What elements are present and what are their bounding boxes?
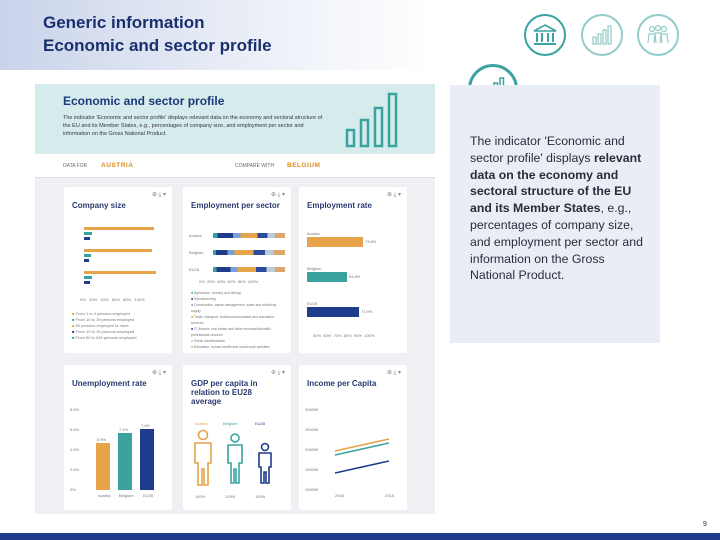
person-icon — [194, 429, 272, 486]
card-title: Company size — [72, 201, 126, 210]
company-size-card: ⊕ ⤓ ▾ Company size 0% 20% 40% 60% 80% 10… — [64, 187, 172, 353]
page-number: 9 — [703, 521, 707, 528]
card-tools[interactable]: ⊕ ⤓ ▾ — [270, 192, 285, 198]
card-tools[interactable]: ⊕ ⤓ ▾ — [386, 192, 401, 198]
card-tools[interactable]: ⊕ ⤓ ▾ — [270, 370, 285, 376]
chart-legend: ■ Agriculture, forestry and fishing ■ Ma… — [191, 291, 277, 349]
card-title: Income per Capita — [307, 379, 377, 388]
compare-with-select[interactable]: BELGIUM — [287, 162, 321, 169]
unemployment-rate-card: ⊕ ⤓ ▾ Unemployment rate 8.0% 6.0% 4.0% 2… — [64, 365, 172, 510]
gdp-per-capita-card: ⊕ ⤓ ▾ GDP per capita in relation to EU28… — [183, 365, 291, 510]
bar-chart-icon — [345, 92, 398, 148]
card-tools[interactable]: ⊕ ⤓ ▾ — [386, 370, 401, 376]
screenshot-title: Economic and sector profile — [63, 94, 225, 108]
x-axis-labels: 0% 20% 40% 60% 80% 100% — [80, 297, 145, 302]
dashboard-screenshot: Economic and sector profile The indicato… — [35, 84, 435, 514]
people-group-icon — [637, 14, 679, 56]
bar-chart-icon — [581, 14, 623, 56]
card-title: Employment per sector — [191, 201, 280, 210]
income-line-chart — [334, 438, 390, 474]
card-tools[interactable]: ⊕ ⤓ ▾ — [151, 192, 166, 198]
footer-bar — [0, 533, 720, 540]
slide-title: Generic information — [43, 13, 205, 32]
card-title: GDP per capita in relation to EU28 avera… — [191, 379, 258, 406]
slide-subtitle: Economic and sector profile — [43, 36, 272, 55]
chart-legend: ■ From 1 to 4 persons employed ■ From 10… — [72, 311, 137, 340]
card-title: Employment rate — [307, 201, 372, 210]
data-for-select[interactable]: AUSTRIA — [101, 162, 134, 169]
screenshot-banner: Economic and sector profile The indicato… — [35, 84, 435, 154]
employment-per-sector-card: ⊕ ⤓ ▾ Employment per sector Austria Belg… — [183, 187, 291, 353]
employment-rate-card: ⊕ ⤓ ▾ Employment rate Austria 73.8% Belg… — [299, 187, 407, 353]
description-panel: The indicator 'Economic and sector profi… — [450, 85, 660, 343]
country-filter-bar: DATA FOR AUSTRIA COMPARE WITH BELGIUM — [35, 154, 435, 178]
compare-with-label: COMPARE WITH — [235, 163, 275, 169]
card-title: Unemployment rate — [72, 379, 147, 388]
description-text: The indicator 'Economic and sector profi… — [470, 134, 643, 283]
data-for-label: DATA FOR — [63, 163, 88, 169]
institution-icon — [524, 14, 566, 56]
card-tools[interactable]: ⊕ ⤓ ▾ — [151, 370, 166, 376]
income-per-capita-card: ⊕ ⤓ ▾ Income per Capita 30000€ 25000€ 20… — [299, 365, 407, 510]
screenshot-description: The indicator 'Economic and sector profi… — [63, 115, 323, 137]
